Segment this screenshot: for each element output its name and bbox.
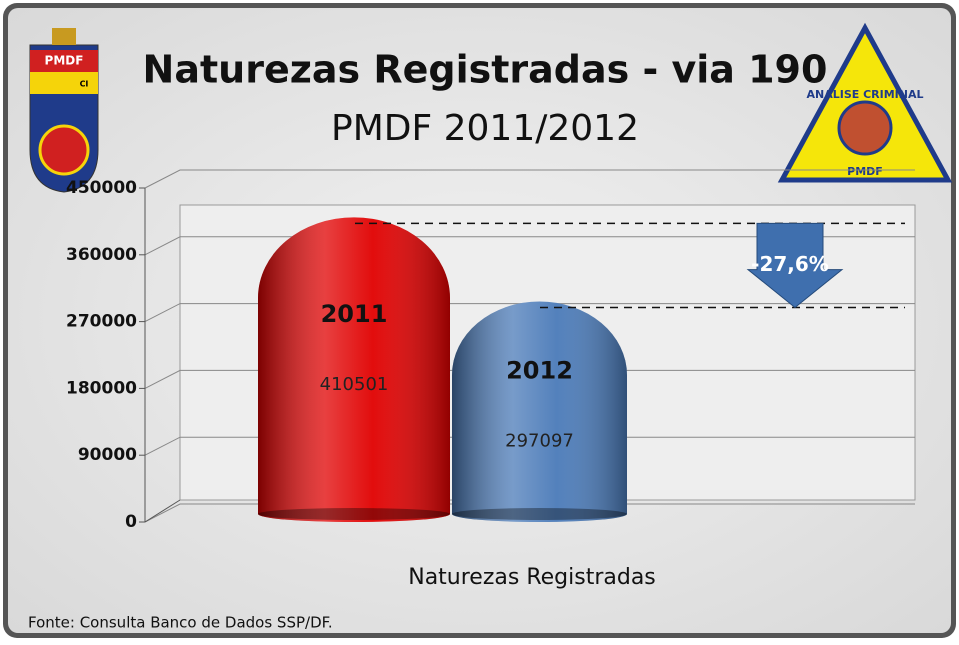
chart-subtitle: PMDF 2011/2012 xyxy=(331,108,639,149)
value-label: 297097 xyxy=(505,431,574,452)
left-logo: PMDF CI xyxy=(29,28,99,193)
change-arrow xyxy=(746,222,844,309)
annotation: -27,6% xyxy=(751,252,829,276)
x-tick-label: Naturezas Registradas xyxy=(408,565,656,590)
y-tick-label: 270000 xyxy=(66,312,137,332)
grid-line xyxy=(144,169,915,189)
logo-text: ANALISE CRIMINAL xyxy=(806,88,923,101)
logo-text: PMDF xyxy=(847,165,883,178)
y-tick-label: 180000 xyxy=(66,378,137,398)
y-tick-label: 450000 xyxy=(66,178,137,198)
logo-text: CI xyxy=(80,80,89,89)
bar-base xyxy=(452,508,627,520)
series-label: 2012 xyxy=(506,357,573,385)
chart-title: Naturezas Registradas - via 190 xyxy=(143,48,828,92)
logo-text: PMDF xyxy=(45,54,84,68)
x-axis xyxy=(144,499,181,523)
y-tick-label: 90000 xyxy=(78,445,137,465)
y-tick-label: 360000 xyxy=(66,245,137,265)
source: Fonte: Consulta Banco de Dados SSP/DF. xyxy=(28,614,333,632)
grid-line xyxy=(144,236,915,256)
grid-line xyxy=(144,503,915,523)
series-label: 2011 xyxy=(321,300,388,328)
bar-shine xyxy=(258,217,450,523)
grid-line xyxy=(144,369,915,389)
grid-line xyxy=(144,436,915,456)
bar-base xyxy=(258,508,450,520)
value-label: 410501 xyxy=(320,374,389,395)
right-logo: ANALISE CRIMINAL PMDF xyxy=(777,22,953,183)
grid-line xyxy=(144,303,915,323)
bar-shine xyxy=(452,301,627,522)
y-tick-label: 0 xyxy=(125,512,137,532)
